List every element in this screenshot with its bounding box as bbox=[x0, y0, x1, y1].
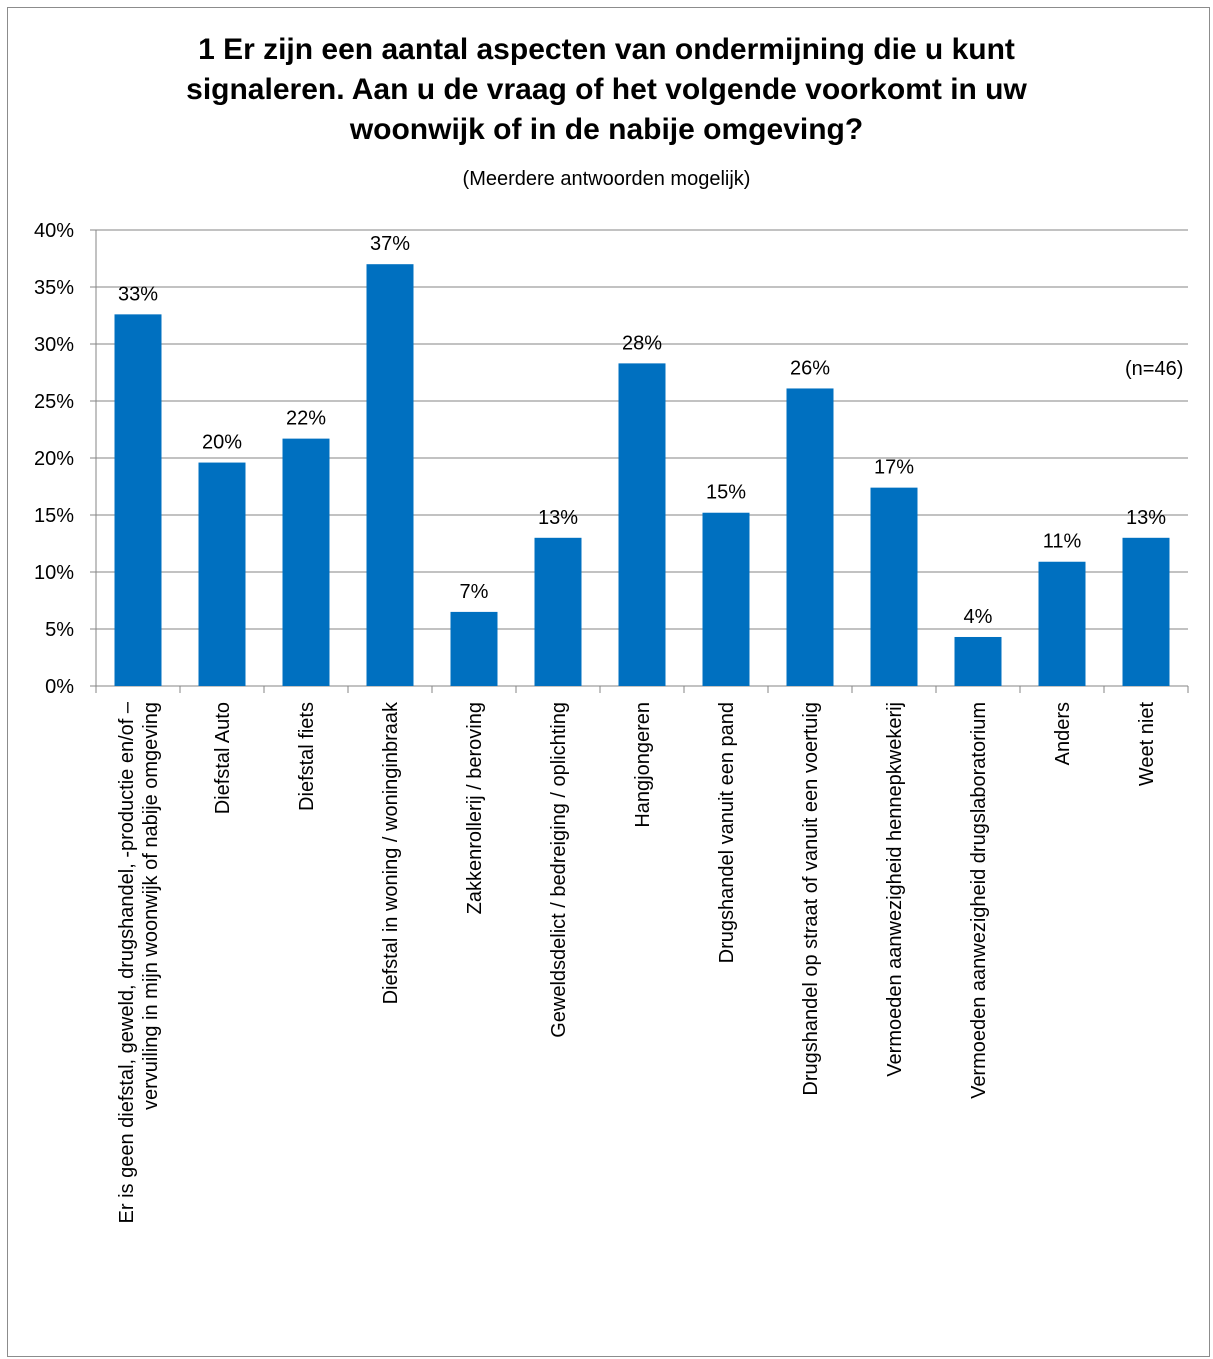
category-label: Drugshandel vanuit een pand bbox=[716, 702, 738, 963]
bar bbox=[1122, 537, 1170, 686]
bar bbox=[450, 611, 498, 686]
category-label-line: Geweldsdelict / bedreiging / oplichting bbox=[548, 702, 570, 1038]
chart-subtitle: (Meerdere antwoorden mogelijk) bbox=[462, 168, 751, 190]
bar bbox=[1038, 561, 1086, 686]
category-label-line: Diefstal fiets bbox=[296, 702, 318, 811]
data-label: 4% bbox=[964, 606, 993, 628]
data-label: 15% bbox=[706, 482, 746, 504]
category-label-line: Drugshandel op straat of vanuit een voer… bbox=[800, 702, 822, 1096]
y-tick-label: 5% bbox=[45, 619, 74, 641]
category-label-line: vervuiling in mijn woonwijk of nabije om… bbox=[140, 702, 162, 1110]
bar bbox=[366, 264, 414, 686]
chart-title-line-1: 1 Er zijn een aantal aspecten van onderm… bbox=[198, 33, 1015, 66]
category-label: Weet niet bbox=[1136, 702, 1158, 787]
bar bbox=[534, 537, 582, 686]
category-label: Geweldsdelict / bedreiging / oplichting bbox=[548, 702, 570, 1038]
data-label: 17% bbox=[874, 457, 914, 479]
category-label: Drugshandel op straat of vanuit een voer… bbox=[800, 702, 822, 1096]
y-tick-label: 10% bbox=[34, 562, 74, 584]
category-label-line: Weet niet bbox=[1136, 702, 1158, 787]
data-label: 33% bbox=[118, 283, 158, 305]
category-label-line: Diefstal in woning / woninginbraak bbox=[380, 701, 402, 1004]
bar bbox=[618, 363, 666, 686]
y-tick-label: 15% bbox=[34, 505, 74, 527]
category-label: Diefstal Auto bbox=[212, 702, 234, 814]
category-label: Vermoeden aanwezigheid hennepkwekerij bbox=[884, 702, 906, 1077]
data-label: 26% bbox=[790, 357, 830, 379]
bar bbox=[114, 314, 162, 686]
data-label: 11% bbox=[1043, 531, 1082, 553]
bar bbox=[282, 438, 330, 686]
category-label-line: Hangjongeren bbox=[632, 702, 654, 828]
data-label: 37% bbox=[370, 233, 410, 255]
category-label-line: Vermoeden aanwezigheid hennepkwekerij bbox=[884, 702, 906, 1077]
y-tick-label: 0% bbox=[45, 676, 74, 698]
chart-title-line-2: signaleren. Aan u de vraag of het volgen… bbox=[186, 73, 1027, 106]
data-label: 13% bbox=[1126, 507, 1166, 529]
bar bbox=[198, 462, 246, 686]
category-label-line: Zakkenrollerij / beroving bbox=[464, 702, 486, 914]
category-label: Zakkenrollerij / beroving bbox=[464, 702, 486, 914]
category-label: Er is geen diefstal, geweld, drugshandel… bbox=[116, 701, 162, 1223]
chart-title: 1 Er zijn een aantal aspecten van onderm… bbox=[0, 30, 1213, 150]
category-label: Diefstal in woning / woninginbraak bbox=[380, 701, 402, 1004]
y-tick-label: 40% bbox=[34, 220, 74, 242]
bar bbox=[870, 487, 918, 686]
bar bbox=[954, 636, 1002, 686]
data-label: 13% bbox=[538, 507, 578, 529]
category-label: Diefstal fiets bbox=[296, 702, 318, 811]
chart-title-line-3: woonwijk of in de nabije omgeving? bbox=[349, 113, 864, 146]
category-label: Anders bbox=[1052, 702, 1074, 765]
category-label: Hangjongeren bbox=[632, 702, 654, 828]
category-label: Vermoeden aanwezigheid drugslaboratorium bbox=[968, 702, 990, 1099]
y-tick-label: 25% bbox=[34, 391, 74, 413]
y-tick-label: 30% bbox=[34, 334, 74, 356]
category-label-line: Vermoeden aanwezigheid drugslaboratorium bbox=[968, 702, 990, 1099]
y-tick-label: 35% bbox=[34, 277, 74, 299]
data-label: 7% bbox=[460, 581, 489, 603]
data-label: 28% bbox=[622, 332, 662, 354]
y-tick-label: 20% bbox=[34, 448, 74, 470]
sample-size-note: (n=46) bbox=[1125, 358, 1184, 380]
bar bbox=[702, 512, 750, 686]
category-label-line: Drugshandel vanuit een pand bbox=[716, 702, 738, 963]
data-label: 22% bbox=[286, 408, 326, 430]
data-label: 20% bbox=[202, 432, 242, 454]
bar bbox=[786, 388, 834, 686]
category-label-line: Anders bbox=[1052, 702, 1074, 765]
category-label-line: Diefstal Auto bbox=[212, 702, 234, 814]
category-label-line: Er is geen diefstal, geweld, drugshandel… bbox=[116, 701, 138, 1223]
